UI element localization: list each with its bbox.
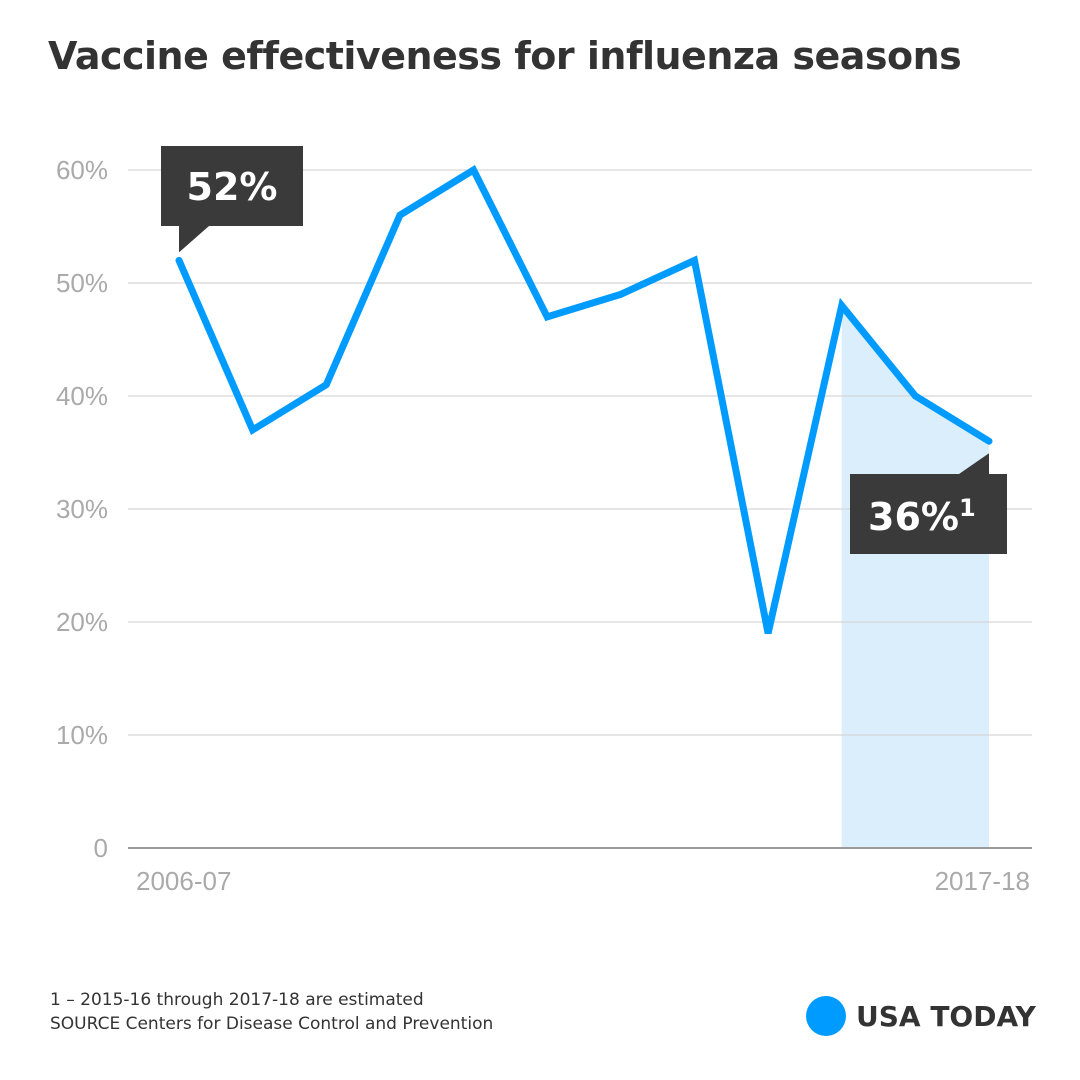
y-tick-label: 0 [94,833,108,863]
callout-label-start: 52% [187,165,278,209]
y-tick-label: 60% [56,155,108,185]
line-chart: 0 10% 20% 30% 40% 50% 60% 2006-07 2017-18 52% 36%1 [56,146,1032,896]
callout-box-end [850,453,1007,554]
chart-title: Vaccine effectiveness for influenza seas… [48,34,962,78]
footnote-source: SOURCE Centers for Disease Control and P… [50,1014,494,1034]
footnote-marker: 1 [959,494,976,522]
callout-box-start [161,146,303,253]
brand-name: USA TODAY [856,999,1036,1033]
footnote-estimate-note: 1 – 2015-16 through 2017-18 are estimate… [50,990,424,1010]
y-tick-label: 20% [56,607,108,637]
brand-logo: USA TODAY [806,996,1036,1036]
y-tick-label: 50% [56,268,108,298]
callout-label-end: 36%1 [868,494,976,539]
footnote: 1 – 2015-16 through 2017-18 are estimate… [50,988,493,1036]
x-tick-label: 2006-07 [136,866,231,896]
series-line [175,165,993,635]
estimate-shaded-region [841,305,989,849]
y-tick-label: 40% [56,381,108,411]
y-tick-label: 30% [56,494,108,524]
x-tick-label: 2017-18 [935,866,1030,896]
brand-dot-icon [806,996,846,1036]
y-tick-label: 10% [56,720,108,750]
